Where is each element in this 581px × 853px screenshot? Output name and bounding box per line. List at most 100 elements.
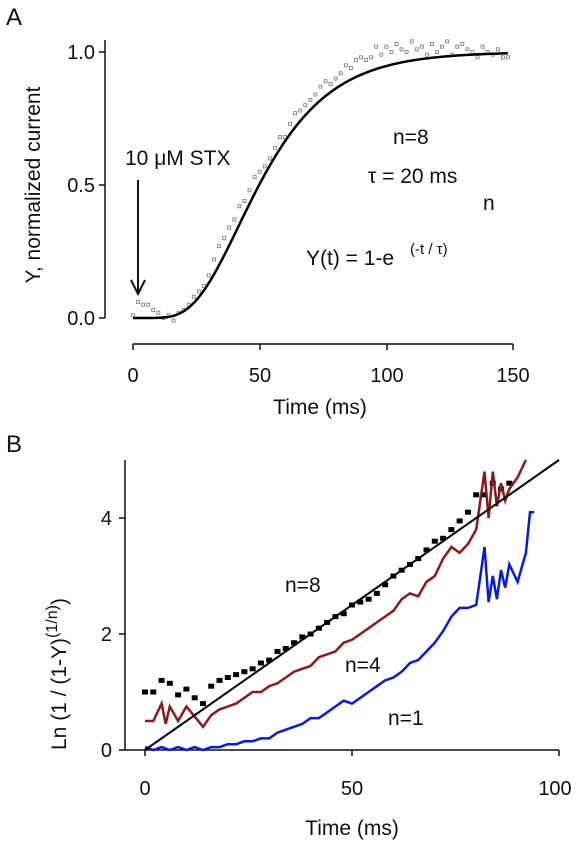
panel-b-data-point-n8 [357, 599, 364, 605]
panel-b-data-point-n8 [464, 509, 471, 515]
panel-a-y-axis-label: Y, normalized current [22, 86, 45, 283]
panel-a-data-point [217, 244, 222, 249]
panel-a-data-point [394, 42, 399, 46]
drug-annotation: 10 μM STX [125, 147, 230, 170]
panel-a-ytick-label: 0.5 [67, 175, 95, 197]
panel-b-data-point-n8 [473, 492, 480, 498]
panel-a-data-point [328, 82, 333, 86]
panel-a-data-point [506, 55, 510, 60]
panel-a-data-point [435, 50, 439, 54]
panel-b-data-point-n8 [175, 692, 182, 698]
panel-b-data [142, 459, 560, 752]
panel-a-xtick-label: 150 [496, 365, 529, 387]
panel-a-data-point [389, 50, 394, 54]
series-label-n4: n=4 [345, 654, 381, 677]
panel-a-data-point [171, 318, 176, 323]
panel-b-data-point-n8 [208, 683, 215, 689]
panel-a-data-point [156, 310, 161, 315]
panel-b-data-point-n8 [506, 480, 513, 486]
panel-b-data-point-n8 [291, 640, 298, 646]
panel-a-data-point [354, 58, 358, 62]
panel-a-data-point [414, 47, 419, 52]
panel-a-data-point [445, 39, 450, 44]
panel-a-data-point [430, 42, 434, 46]
panel-a-data-point [151, 308, 156, 312]
series-label-n1: n=1 [388, 707, 424, 730]
panel-a-data-point [207, 273, 211, 278]
panel-a-data-point [440, 44, 444, 49]
panel-b-data-point-n8 [158, 677, 165, 683]
panel-a-data-point [293, 111, 298, 116]
panel-b-data-point-n8 [249, 666, 256, 672]
panel-b-data-point-n8 [233, 672, 240, 678]
panel-a-xtick-label: 100 [370, 365, 403, 387]
panel-b-data-point-n8 [183, 686, 190, 692]
panel-b-data-point-n8 [199, 701, 206, 707]
tau-annotation: τ = 20 ms [368, 165, 457, 188]
panel-b-data-point-n8 [373, 590, 380, 596]
formula-base: Y(t) = 1-e [306, 247, 394, 270]
panel-b: B 0 2 4 0 50 100 Time (ms) Ln (1 / (1-Y)… [6, 431, 572, 840]
series-label-n8: n=8 [285, 574, 321, 597]
panel-a-data-point [348, 66, 353, 70]
panel-a-data-point [191, 294, 196, 299]
panel-a-data-point [379, 52, 384, 57]
panel-b-data-point-n8 [166, 680, 173, 686]
panel-a-data-point [267, 156, 272, 161]
panel-a-data-point [196, 289, 201, 294]
panel-a-data-point [323, 79, 328, 84]
panel-a-data-point [227, 225, 232, 230]
panel-b-data-point-n8 [340, 611, 347, 617]
panel-a-data-point [338, 71, 343, 76]
panel-b-data-point-n8 [299, 634, 306, 640]
panel-b-data-point-n8 [241, 669, 248, 675]
panel-a-data-point [141, 302, 146, 307]
panel-b-data-point-n8 [431, 538, 438, 544]
panel-a-data-point [384, 44, 389, 49]
panel-a-data-point [374, 44, 379, 49]
panel-b-ytick-label: 4 [101, 508, 112, 530]
panel-b-data-point-n8 [440, 535, 447, 541]
panel-b-data-point-n8 [365, 596, 372, 602]
panel-a-data-point [500, 55, 505, 60]
panel-b-data-point-n8 [224, 675, 231, 680]
panel-a-label: A [6, 4, 22, 31]
panel-a-ytick-label: 0.0 [67, 308, 95, 330]
panel-a-data-point [364, 58, 368, 62]
panel-b-data-point-n8 [481, 492, 488, 498]
panel-a-data-point [308, 97, 313, 102]
panel-b-data-point-n8 [191, 695, 198, 701]
panel-a-data-point [237, 204, 242, 209]
panel-a-xtick-label: 50 [249, 365, 271, 387]
panel-a-data-point [399, 47, 404, 52]
panel-a-data-point [257, 169, 262, 174]
panel-a-data-point [409, 39, 414, 44]
panel-a-data-point [465, 47, 470, 52]
panel-b-xtick-label: 100 [538, 778, 571, 800]
panel-a-data-point [424, 52, 429, 57]
panel-b-data-point-n8 [142, 689, 148, 695]
panel-b-series-line-n1 [144, 510, 535, 752]
panel-a-data-point [242, 199, 247, 203]
panel-a: A 0.0 0.5 1.0 0 50 100 150 Time (ms) Y, … [6, 4, 530, 419]
panel-a-data-point [303, 103, 308, 108]
panel-a-data-point [333, 76, 338, 81]
panel-a-data-point [359, 55, 363, 60]
panel-a-data-point [222, 236, 227, 241]
panel-a-data-point [131, 313, 135, 318]
panel-a-xtick-label: 0 [127, 365, 138, 387]
panel-a-data-point [136, 300, 140, 304]
panel-a-data-point [369, 55, 374, 60]
panel-a-fit-curve [133, 52, 508, 320]
panel-b-ytick-label: 2 [101, 624, 112, 646]
panel-b-label: B [6, 431, 22, 458]
panel-b-xtick-label: 0 [139, 778, 150, 800]
drug-arrow-head-icon [130, 279, 146, 297]
panel-a-ytick-label: 1.0 [67, 42, 95, 64]
panel-a-data-point [252, 175, 257, 179]
panel-b-data-point-n8 [150, 689, 157, 695]
panel-a-data-point [298, 108, 303, 113]
formula-exponent: (-t / τ) [410, 241, 448, 258]
panel-a-data-point [318, 84, 323, 89]
